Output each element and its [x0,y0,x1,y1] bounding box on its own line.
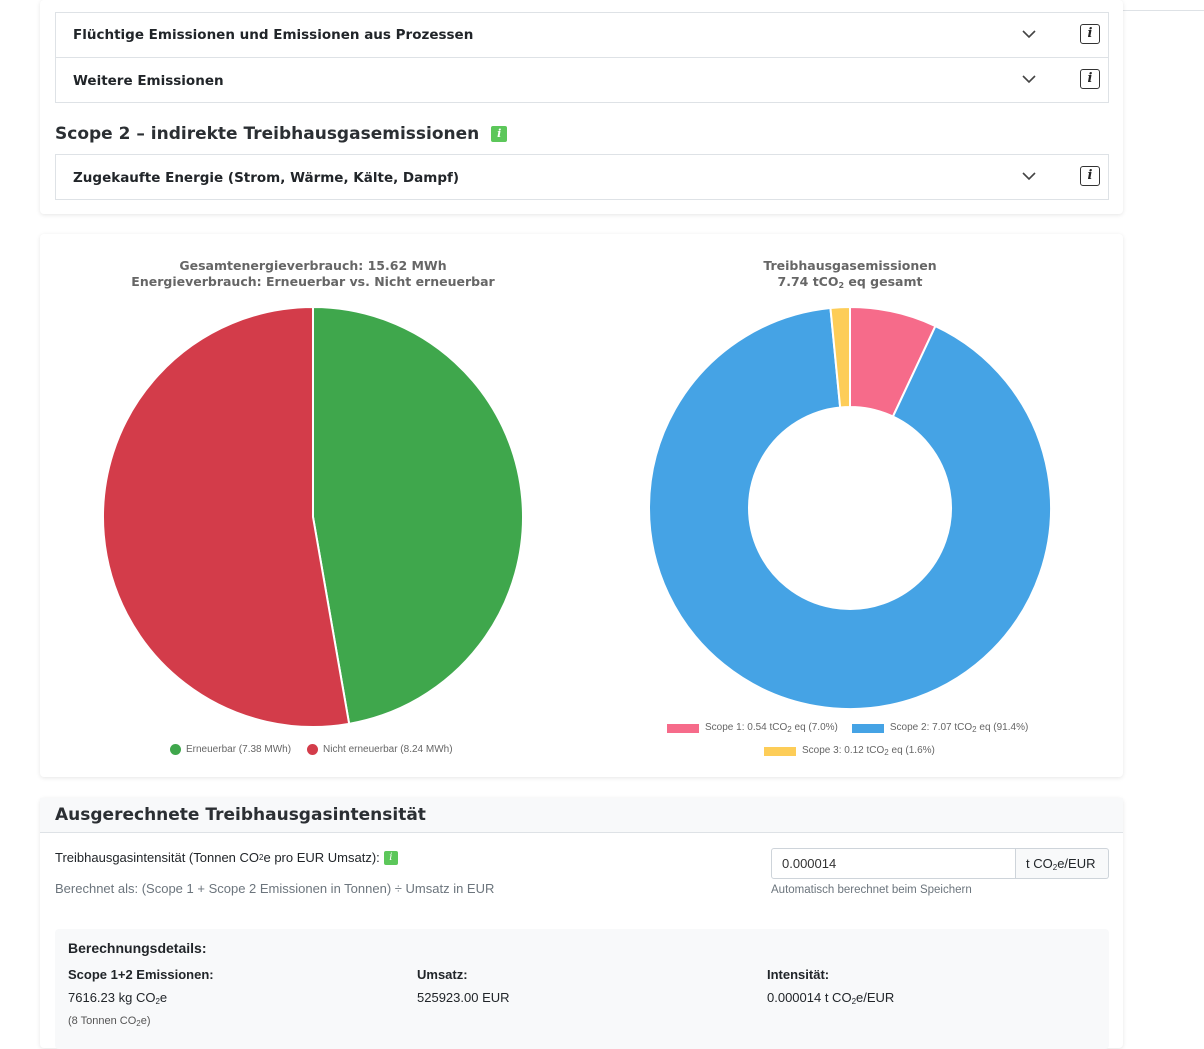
scope2-title: Scope 2 – indirekte Treibhausgasemission… [55,124,480,144]
legend-swatch-nonrenewable [307,744,319,755]
info-icon[interactable]: i [383,850,398,865]
intensity-formula: Berechnet als: (Scope 1 + Scope 2 Emissi… [55,881,495,896]
legend-swatch-scope1 [667,723,699,733]
chevron-down-icon[interactable] [1022,29,1036,39]
chevron-down-icon[interactable] [1022,171,1036,181]
accordion-title: Zugekaufte Energie (Strom, Wärme, Kälte,… [73,169,460,186]
scope2-heading: Scope 2 – indirekte Treibhausgasemission… [55,124,508,144]
legend-label-scope3[interactable]: Scope 3: 0.12 tCO2 eq (1.6%) [802,745,935,757]
energy-legend: Erneuerbar (7.38 MWh) Nicht erneuerbar (… [170,744,453,755]
legend-label-scope2[interactable]: Scope 2: 7.07 tCO2 eq (91.4%) [889,722,1029,734]
intensity-card-header: Ausgerechnete Treibhausgasintensität [40,798,1123,833]
ghg-legend-row1: Scope 1: 0.54 tCO2 eq (7.0%) Scope 2: 7.… [667,722,1028,734]
energy-chart-title: Gesamtenergieverbrauch: 15.62 MWh Energi… [103,258,523,290]
legend-swatch-scope2 [851,723,884,733]
accordion-purchased-energy[interactable]: Zugekaufte Energie (Strom, Wärme, Kälte,… [56,155,1108,200]
legend-label-renewable[interactable]: Erneuerbar (7.38 MWh) [186,744,292,755]
ghg-chart-title-line2: 7.74 tCO2 eq gesamt [777,274,923,290]
emissions-value: 7616.23 kg CO2e [68,990,168,1006]
revenue-value: 525923.00 EUR [417,990,510,1005]
revenue-label: Umsatz: [417,967,468,982]
details-heading: Berechnungsdetails: [68,940,207,956]
intensity-input[interactable]: 0.000014 [771,848,1016,879]
chevron-down-icon[interactable] [1022,74,1036,84]
legend-label-nonrenewable[interactable]: Nicht erneuerbar (8.24 MWh) [323,744,453,755]
scope1-accordion: Flüchtige Emissionen und Emissionen aus … [55,12,1109,103]
energy-chart-title-line1: Gesamtenergieverbrauch: 15.62 MWh [179,258,447,273]
accordion-title: Weitere Emissionen [73,72,224,89]
legend-label-scope1[interactable]: Scope 1: 0.54 tCO2 eq (7.0%) [705,722,838,734]
ghg-legend-row2: Scope 3: 0.12 tCO2 eq (1.6%) [764,745,935,757]
intensity-label: Treibhausgasintensität (Tonnen CO 2 e pro … [55,850,398,865]
energy-slice-erneuerbar[interactable] [312,305,524,726]
ghg-slice-scope-3[interactable] [829,305,851,409]
accordion-other-emissions[interactable]: Weitere Emissionen i [56,58,1108,103]
intensity-detail-value: 0.000014 t CO2e/EUR [767,990,895,1006]
accordion-fugitive-emissions[interactable]: Flüchtige Emissionen und Emissionen aus … [56,13,1108,58]
calculation-details [55,929,1109,1049]
info-icon[interactable]: i [1080,166,1100,186]
scope2-accordion: Zugekaufte Energie (Strom, Wärme, Kälte,… [55,154,1109,200]
intensity-detail-label: Intensität: [767,967,830,982]
intensity-hint: Automatisch berechnet beim Speichern [771,884,972,896]
info-icon[interactable]: i [1080,69,1100,89]
legend-swatch-scope3 [764,746,796,756]
accordion-title: Flüchtige Emissionen und Emissionen aus … [73,27,474,43]
energy-slice-nicht-erneuerbar[interactable] [102,305,351,728]
legend-swatch-renewable [170,744,181,755]
intensity-section-title: Ausgerechnete Treibhausgasintensität [55,805,426,825]
intensity-unit-suffix: t CO2e/EUR [1016,848,1109,879]
ghg-chart-title: Treibhausgasemissionen 7.74 tCO2 eq gesa… [650,258,1050,294]
intensity-input-group: 0.000014 t CO2e/EUR [771,848,1109,879]
emissions-note: (8 Tonnen CO2e) [68,1015,151,1028]
ghg-slice-scope-2[interactable] [648,306,1052,710]
emissions-label: Scope 1+2 Emissionen: [68,967,214,982]
info-icon[interactable]: i [491,126,508,142]
info-icon[interactable]: i [1080,24,1100,44]
energy-chart-title-line2: Energieverbrauch: Erneuerbar vs. Nicht e… [131,274,495,289]
ghg-chart-title-line1: Treibhausgasemissionen [763,258,937,273]
